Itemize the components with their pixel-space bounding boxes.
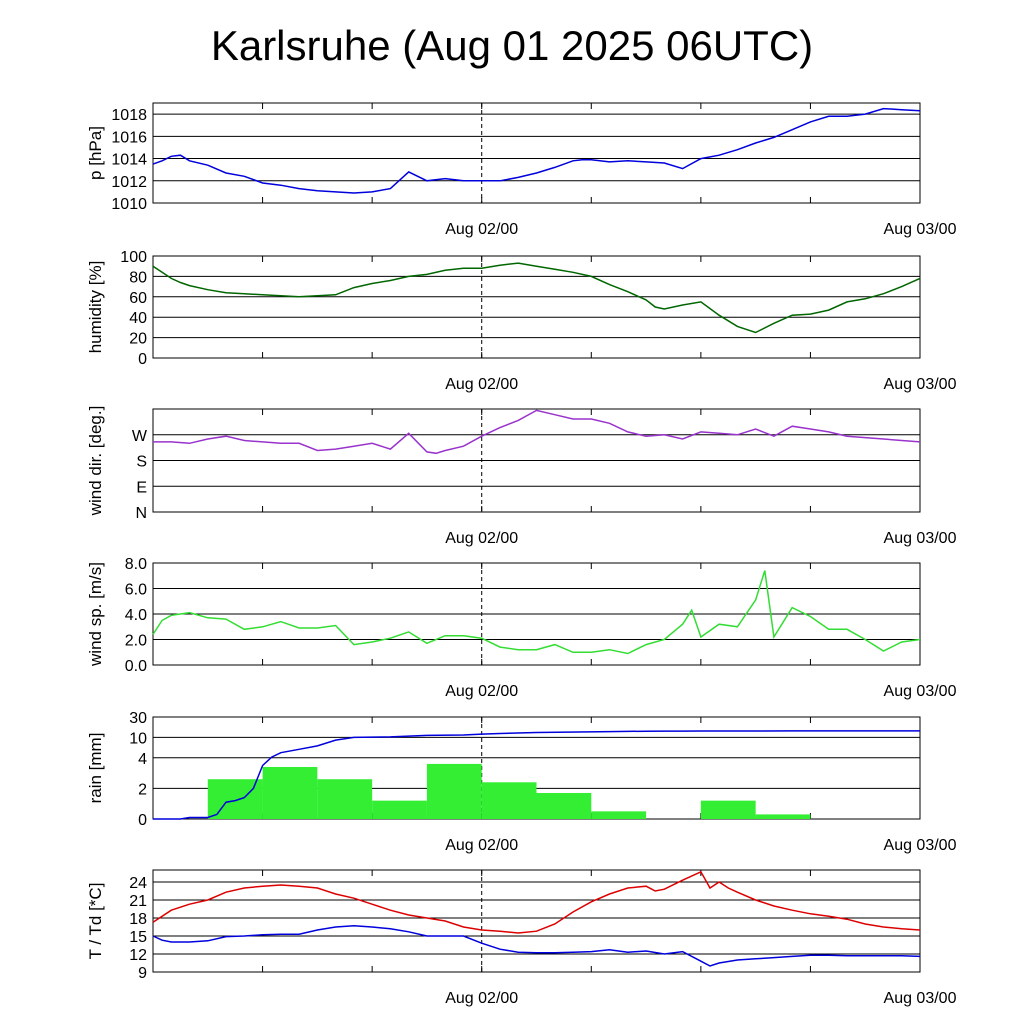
y-tick-label: 1012 <box>111 174 147 191</box>
series-line <box>152 570 921 655</box>
y-tick-label: 2.0 <box>125 633 147 650</box>
rain-bar <box>755 814 811 819</box>
y-tick-label: 80 <box>129 269 147 286</box>
y-tick-label: 20 <box>129 331 147 348</box>
y-tick-label: 1014 <box>111 152 147 169</box>
y-axis-label: wind sp. [m/s] <box>86 562 105 667</box>
y-tick-label: 0.0 <box>125 658 147 675</box>
y-tick-label: 4 <box>138 751 147 768</box>
y-tick-label: 18 <box>129 911 147 928</box>
rain-bar <box>591 811 647 819</box>
x-tick-label: Aug 02/00 <box>445 530 518 547</box>
y-tick-label: 6.0 <box>125 582 147 599</box>
y-tick-label: 0 <box>138 812 147 829</box>
x-tick-label: Aug 03/00 <box>884 376 957 393</box>
y-tick-label: E <box>136 479 147 496</box>
y-tick-label: 1016 <box>111 129 147 146</box>
x-tick-label: Aug 03/00 <box>884 530 957 547</box>
y-tick-label: W <box>132 428 148 445</box>
y-tick-label: 24 <box>129 875 147 892</box>
series-line <box>153 409 921 455</box>
x-tick-label: Aug 02/00 <box>445 221 518 238</box>
panel-frame <box>152 102 921 204</box>
y-tick-label: 30 <box>129 710 147 727</box>
y-axis-label: p [hPa] <box>86 126 105 180</box>
x-tick-label: Aug 03/00 <box>884 990 957 1007</box>
y-tick-label: 1018 <box>111 107 147 124</box>
y-tick-label: 60 <box>129 290 147 307</box>
y-tick-label: 4.0 <box>125 607 147 624</box>
y-tick-label: 21 <box>129 893 147 910</box>
y-axis-label: wind dir. [deg.] <box>86 406 105 517</box>
rain-bar <box>481 782 537 819</box>
series-line <box>152 870 921 934</box>
y-tick-label: 2 <box>138 781 147 798</box>
y-tick-label: N <box>135 505 147 522</box>
y-tick-label: 40 <box>129 310 147 327</box>
y-axis-label: rain [mm] <box>86 733 105 804</box>
y-tick-label: S <box>136 454 147 471</box>
x-tick-label: Aug 02/00 <box>445 990 518 1007</box>
y-tick-label: 9 <box>138 965 147 982</box>
y-tick-label: 12 <box>129 947 147 964</box>
panel-frame <box>152 255 921 359</box>
x-tick-label: Aug 03/00 <box>884 837 957 854</box>
rain-bar <box>426 763 482 819</box>
y-tick-label: 15 <box>129 929 147 946</box>
series-line <box>152 925 921 967</box>
x-tick-label: Aug 02/00 <box>445 683 518 700</box>
series-line <box>152 107 921 194</box>
rain-bar <box>317 779 373 819</box>
rain-bar <box>262 766 318 819</box>
x-tick-label: Aug 03/00 <box>884 683 957 700</box>
y-axis-label: T / Td [*C] <box>86 883 105 960</box>
rain-bar <box>207 779 263 819</box>
y-tick-label: 1010 <box>111 196 147 213</box>
rain-bar <box>700 800 756 819</box>
series-line <box>152 262 921 334</box>
x-tick-label: Aug 02/00 <box>445 376 518 393</box>
rain-bar <box>536 792 592 819</box>
y-axis-label: humidity [%] <box>86 261 105 354</box>
y-tick-label: 100 <box>120 249 147 266</box>
x-tick-label: Aug 03/00 <box>884 221 957 238</box>
rain-bar <box>372 800 427 819</box>
series-line <box>153 730 920 820</box>
y-tick-label: 10 <box>129 730 147 747</box>
y-tick-label: 8.0 <box>125 556 147 573</box>
y-tick-label: 0 <box>138 351 147 368</box>
chart-title: Karlsruhe (Aug 01 2025 06UTC) <box>210 22 814 69</box>
x-tick-label: Aug 02/00 <box>445 837 518 854</box>
